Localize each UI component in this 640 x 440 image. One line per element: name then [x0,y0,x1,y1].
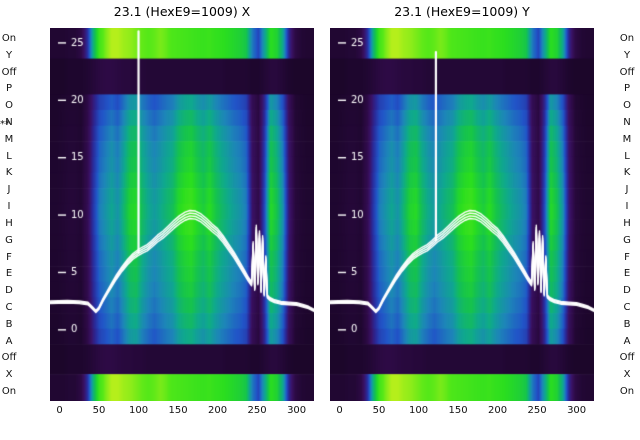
channel-label: On [619,33,635,44]
x-axis-labels-y: 0 50 100 150 200 250 300 [330,403,594,419]
x-tick-label: 300 [567,405,587,416]
x-axis-labels-x: 0 50 100 150 200 250 300 [50,403,314,419]
channel-label: C [623,301,631,313]
channel-label: K [623,167,631,179]
heatmap-canvas-y [330,28,594,401]
x-tick-label: 0 [336,405,343,416]
channel-label: X [623,369,631,381]
channel-label: P [5,83,13,95]
channel-label: B [5,318,13,330]
channel-label: A [5,335,13,347]
channel-label: Y [5,49,13,61]
channel-label: B [623,318,631,330]
channel-label: G [5,234,13,246]
channel-label: X [5,369,13,381]
x-tick-label: 150 [448,405,468,416]
channel-label: Y [623,49,631,61]
channel-label: D [5,285,13,297]
left-channel-labels: On Y Off P O N M L K J I H G F E D C B A Off X On [0,0,18,440]
channel-label: Off [1,66,17,78]
channel-label: O [5,100,13,112]
channel-label: P [623,83,631,95]
channel-label: G [623,234,631,246]
channel-label: J [7,184,11,196]
channel-label: E [5,268,13,280]
channel-label: I [625,201,629,213]
channel-label: N [5,117,13,129]
plot-y-title: 23.1 (HexE9=1009) Y [394,4,530,19]
channel-label: L [6,150,12,162]
channel-label: On [1,33,17,44]
x-tick-label: 100 [128,405,149,416]
plot-x: 23.1 (HexE9=1009) X 0 50 100 150 200 250 300 [50,4,314,416]
channel-label: I [7,201,11,213]
x-tick-label: 0 [56,405,63,416]
x-tick-label: 50 [372,405,386,416]
channel-label: M [4,133,14,145]
active-channel-marker: ** [0,119,10,131]
x-tick-label: 200 [208,405,228,416]
channel-label: D [623,285,631,297]
channel-label: H [623,217,631,229]
channel-label: O [623,100,631,112]
x-tick-label: 250 [247,405,267,416]
x-tick-label: 150 [168,405,188,416]
channel-label: On [619,386,635,397]
channel-label: H [5,217,13,229]
channel-label: F [624,251,630,263]
right-channel-labels: On Y Off P O N M L K J I H G F E D C B A Off X On [614,0,640,440]
channel-label: Off [619,66,635,78]
plot-x-title: 23.1 (HexE9=1009) X [113,4,251,19]
x-tick-label: 250 [527,405,547,416]
channel-label: J [625,184,629,196]
channel-label: E [623,268,631,280]
channel-label: N [623,117,631,129]
x-tick-label: 200 [488,405,508,416]
heatmap-canvas-x [50,28,314,401]
channel-label: C [5,301,13,313]
channel-label: K [5,167,13,179]
channel-label: Off [1,352,17,364]
channel-label: On [1,386,17,397]
channel-label: M [622,133,632,145]
x-tick-label: 50 [92,405,106,416]
plot-y: 23.1 (HexE9=1009) Y 0 50 100 150 200 250 300 [330,4,594,416]
x-tick-label: 300 [287,405,307,416]
channel-label: A [623,335,631,347]
channel-label: F [6,251,12,263]
channel-label: L [624,150,630,162]
x-tick-label: 100 [408,405,429,416]
channel-label: Off [619,352,635,364]
